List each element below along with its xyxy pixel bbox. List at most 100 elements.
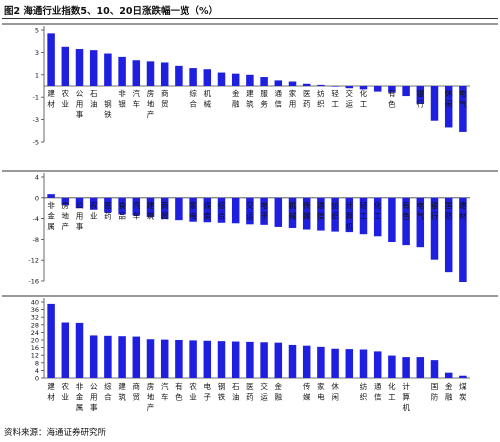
chart-10day: 40-4-8-12-16非房公农医食汽建商家煤综交电机传通纺计轻化有电银国建金地… [2,170,498,286]
category-label: 用 [76,211,84,220]
y-tick-label: 0 [35,375,39,383]
category-label: 信 [317,210,325,220]
category-label: 事 [76,221,84,231]
category-label: 通 [374,381,382,391]
category-label: 工 [360,211,368,220]
category-label: 家 [317,381,325,391]
bar [388,86,396,93]
category-label: 材 [459,210,467,220]
category-label: 气 [459,99,467,109]
category-label: 产 [147,402,155,412]
bar [175,65,183,86]
category-label: 有 [388,88,396,98]
category-label: 贸 [133,392,141,402]
bar [302,83,311,86]
bar [61,197,70,206]
category-label: 公 [76,89,84,98]
bar [104,197,112,213]
category-label: 地 [62,210,70,220]
category-label: 农 [62,88,70,98]
bar [317,197,325,231]
y-tick-label: -5 [33,139,39,147]
category-label: 车 [133,210,141,220]
category-label: 建 [246,88,254,98]
category-label: 业 [62,99,70,109]
bar [203,340,212,378]
bar [203,69,212,86]
category-label: 色 [175,392,183,402]
y-tick-label: -16 [28,278,39,286]
category-label: 用 [90,393,98,402]
category-label: 纺 [360,381,368,391]
category-label: 非 [76,381,84,391]
bar [274,80,283,86]
bar [47,303,55,378]
bar [203,197,212,223]
category-label: 用 [289,100,297,109]
bar [246,341,254,378]
y-tick-label: -1 [33,94,39,102]
category-label: 行 [417,99,425,109]
category-label: 属 [76,403,84,412]
bar [231,73,240,86]
category-label: 媒 [303,211,311,220]
figure-title: 图2 海通行业指数5、10、20日涨跌幅一览（%） [4,6,218,17]
bar [430,197,439,260]
bar [160,62,169,86]
bar [231,197,240,224]
category-label: 通 [317,200,325,210]
bar [402,86,410,97]
category-label: 筑 [246,99,254,109]
category-label: 油 [232,392,240,402]
category-label: 机 [346,221,354,231]
category-label: 银 [118,100,126,109]
bar [118,56,126,86]
category-label: 纺 [317,88,325,98]
category-label: 农 [189,381,197,391]
bar [359,197,368,235]
y-tick-label: 5 [35,27,39,35]
category-label: 煤 [204,200,212,210]
category-label: 食 [118,200,126,210]
bar [444,372,453,378]
bar [416,357,425,378]
bar [61,46,70,86]
y-tick-label: 8 [35,359,39,367]
bar [89,50,98,86]
category-label: 织 [317,99,325,109]
category-label: 房 [62,200,70,210]
category-label: 合 [104,392,112,402]
category-label: 建 [459,200,467,210]
bar [302,197,311,230]
category-label: 非 [47,200,55,210]
category-label: 铁 [104,109,112,119]
category-label: 务 [260,99,268,109]
bar [288,344,297,378]
category-label: 交 [246,200,254,210]
category-label: 钢 [218,381,226,391]
bar [146,339,155,378]
category-label: 子 [260,211,268,220]
bar [175,340,183,378]
bar [61,322,70,378]
bar [373,351,382,378]
bar [444,86,453,128]
y-tick-label: 3 [35,49,39,57]
category-label: 综 [218,200,226,210]
category-label: 炭 [204,211,212,220]
bar [104,53,112,86]
category-label: 建 [47,381,55,391]
category-label: 公 [90,382,98,391]
chart-panel-20day: 40 36 32 28 24 20 16 12 8 4 0 建农非公综建商房汽有农电钢石医交金传家休纺… [0,294,500,422]
category-label: 家 [289,88,297,98]
category-label: 事 [90,402,98,412]
category-label: 电 [189,210,197,220]
bar [331,86,339,87]
bar [260,77,268,86]
bar [189,197,197,222]
y-tick-label: -12 [28,257,39,265]
y-tick-label: 16 [31,344,39,352]
category-label: 药 [246,392,254,402]
category-label: 电 [260,200,268,210]
bar [359,349,368,378]
